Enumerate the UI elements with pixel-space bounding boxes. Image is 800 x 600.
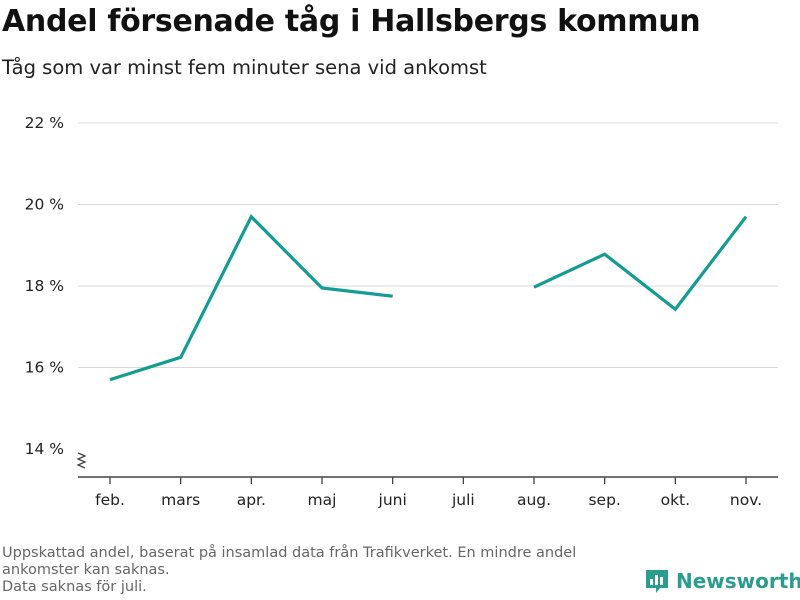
line-chart: 14 % 16 % 18 % 20 % 22 % feb. mars apr. maj juni… xyxy=(25,114,778,509)
y-tick-label: 22 % xyxy=(25,114,64,132)
brand-name: Newsworthy xyxy=(676,569,800,593)
y-tick-label: 18 % xyxy=(25,277,64,295)
series-lines xyxy=(109,213,748,382)
bar-chart-icon xyxy=(646,570,668,593)
x-tick-label: sep. xyxy=(588,491,620,509)
x-axis-ticks: feb. mars apr. maj juni juli aug. sep. okt. nov. xyxy=(95,477,762,509)
y-tick-label: 14 % xyxy=(25,440,64,458)
chart-title: Andel försenade tåg i Hallsbergs kommun xyxy=(2,4,701,39)
brand-logo: Newsworthy xyxy=(644,568,800,594)
x-tick-label: apr. xyxy=(237,491,266,509)
y-axis-ticks: 14 % 16 % 18 % 20 % 22 % xyxy=(25,114,64,458)
axis-break-icon xyxy=(76,452,87,469)
x-tick-label: feb. xyxy=(95,491,125,509)
footnote-line-1: Uppskattad andel, baserat på insamlad da… xyxy=(2,545,577,578)
x-tick-label: aug. xyxy=(517,491,551,509)
x-tick-label: maj xyxy=(308,491,337,509)
footnote-line-2: Data saknas för juli. xyxy=(2,579,147,595)
y-tick-label: 20 % xyxy=(25,196,64,214)
y-tick-label: 16 % xyxy=(25,359,64,377)
x-tick-label: mars xyxy=(161,491,200,509)
grid-lines xyxy=(78,122,778,368)
series-line xyxy=(109,213,748,382)
x-tick-label: nov. xyxy=(730,491,762,509)
x-tick-label: okt. xyxy=(661,491,690,509)
x-tick-label: juli xyxy=(451,491,475,509)
chart-subtitle: Tåg som var minst fem minuter sena vid a… xyxy=(2,56,487,79)
x-tick-label: juni xyxy=(378,491,407,509)
footnote: Uppskattad andel, baserat på insamlad da… xyxy=(2,545,642,596)
